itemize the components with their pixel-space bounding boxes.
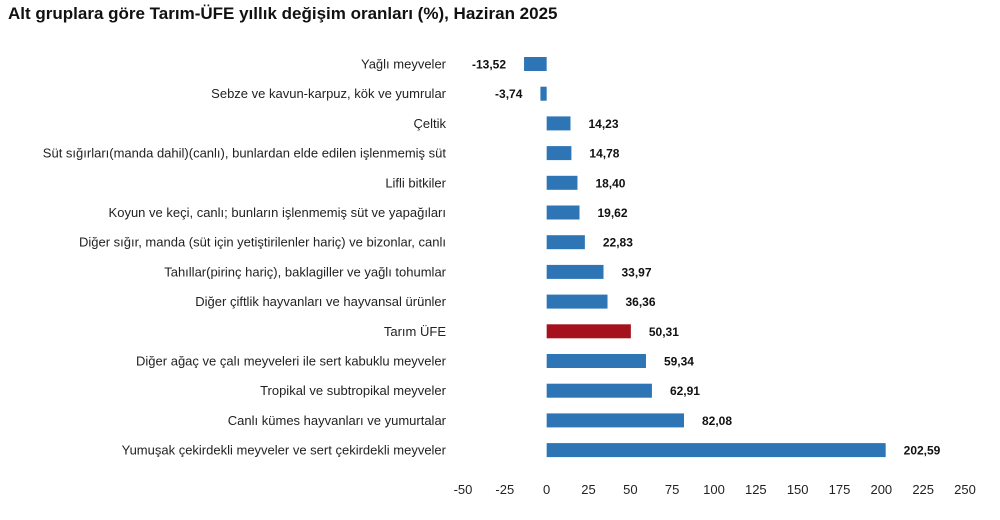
category-label-1: Sebze ve kavun-karpuz, kök ve yumrular (211, 86, 446, 101)
value-labels-group: -13,52 -3,74 14,23 14,78 18,40 19,62 22,83 33,9… (472, 58, 941, 458)
x-tick-label-6: 100 (703, 482, 725, 497)
bar-11 (546, 383, 652, 398)
category-labels-group: Yağlı meyveler Sebze ve kavun-karpuz, kök… (43, 57, 447, 458)
category-label-9: Tarım ÜFE (384, 324, 446, 339)
bar-0 (524, 57, 547, 71)
value-label-9: 50,31 (649, 325, 679, 339)
value-label-13: 202,59 (904, 444, 941, 458)
bar-8 (546, 294, 608, 309)
value-label-4: 18,40 (595, 176, 625, 190)
x-axis: -50 -25 0 25 50 75 100 125 150 175 200 225 250 (454, 482, 976, 497)
category-label-13: Yumuşak çekirdekli meyveler ve sert çeki… (122, 443, 447, 458)
value-label-1: -3,74 (495, 87, 523, 101)
x-tick-label-1: -25 (495, 482, 514, 497)
x-tick-label-5: 75 (665, 482, 679, 497)
value-label-12: 82,08 (702, 414, 732, 428)
x-tick-label-2: 0 (543, 482, 550, 497)
value-label-2: 14,23 (588, 117, 618, 131)
bar-1 (540, 86, 547, 101)
category-label-3: Süt sığırları(manda dahil)(canlı), bunla… (43, 146, 447, 161)
category-label-2: Çeltik (413, 116, 446, 131)
value-label-8: 36,36 (626, 295, 656, 309)
category-label-5: Koyun ve keçi, canlı; bunların işlenmemi… (109, 205, 446, 220)
bar-9 (546, 324, 631, 339)
chart-title: Alt gruplara göre Tarım-ÜFE yıllık değiş… (8, 4, 558, 23)
bar-12 (546, 413, 685, 428)
category-label-4: Lifli bitkiler (385, 175, 446, 190)
x-tick-label-11: 225 (912, 482, 934, 497)
value-label-7: 33,97 (622, 265, 652, 279)
value-label-3: 14,78 (589, 147, 619, 161)
value-label-11: 62,91 (670, 384, 700, 398)
bar-5 (546, 205, 580, 220)
category-label-11: Tropikal ve subtropikal meyveler (260, 383, 447, 398)
x-tick-label-12: 250 (954, 482, 976, 497)
category-label-7: Tahıllar(pirinç hariç), baklagiller ve y… (164, 264, 446, 279)
category-label-12: Canlı kümes hayvanları ve yumurtalar (228, 413, 447, 428)
bar-6 (546, 235, 585, 250)
bar-3 (546, 146, 572, 161)
category-label-10: Diğer ağaç ve çalı meyveleri ile sert ka… (136, 354, 447, 369)
x-tick-label-4: 50 (623, 482, 637, 497)
x-tick-label-9: 175 (829, 482, 851, 497)
bars-group (524, 57, 886, 458)
x-tick-label-0: -50 (454, 482, 473, 497)
bar-10 (546, 354, 646, 368)
value-label-6: 22,83 (603, 236, 633, 250)
bar-2 (546, 116, 571, 131)
category-label-0: Yağlı meyveler (361, 57, 447, 72)
x-tick-label-7: 125 (745, 482, 767, 497)
value-label-10: 59,34 (664, 355, 694, 369)
category-label-6: Diğer sığır, manda (süt için yetiştirile… (79, 235, 446, 250)
bar-7 (546, 264, 604, 279)
bar-13 (546, 443, 886, 458)
value-label-0: -13,52 (472, 58, 506, 72)
x-tick-label-3: 25 (581, 482, 595, 497)
x-tick-label-10: 200 (870, 482, 892, 497)
x-tick-label-8: 150 (787, 482, 809, 497)
value-label-5: 19,62 (598, 206, 628, 220)
category-label-8: Diğer çiftlik hayvanları ve hayvansal ür… (195, 294, 446, 309)
bar-4 (546, 175, 578, 190)
